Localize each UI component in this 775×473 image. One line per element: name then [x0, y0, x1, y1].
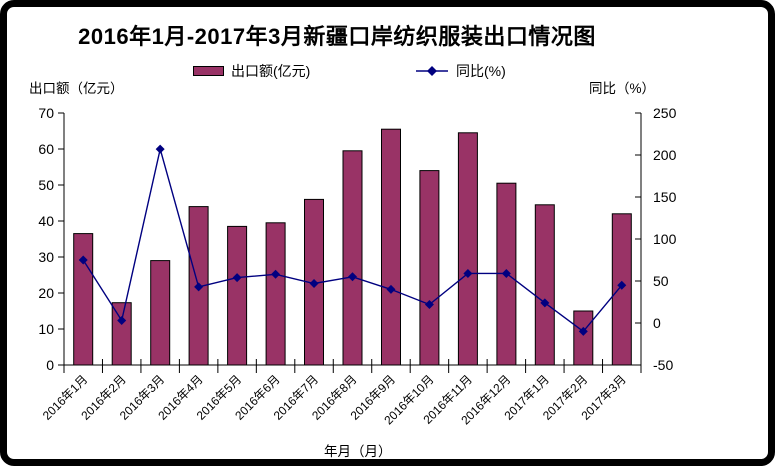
diamond-marker — [155, 144, 165, 154]
right-tick-label: 100 — [653, 231, 677, 247]
diamond-marker — [578, 326, 588, 336]
right-tick-label: -50 — [653, 357, 673, 373]
right-axis-ticks: -50 0 50 100 150 200 250 — [635, 105, 677, 373]
x-axis-title: 年月（月） — [324, 444, 392, 459]
legend-diamond — [427, 66, 437, 76]
bar — [534, 204, 555, 366]
diamond-marker — [117, 315, 127, 325]
right-tick-label: 150 — [653, 189, 677, 205]
bar — [111, 302, 132, 366]
line-group — [78, 144, 627, 336]
diamond-marker — [232, 273, 242, 283]
diamond-marker — [463, 268, 473, 278]
bar — [73, 233, 94, 366]
bar — [265, 222, 286, 366]
diamond-marker — [424, 300, 434, 310]
bar — [573, 310, 594, 366]
bar — [457, 132, 478, 366]
left-tick-label: 0 — [46, 357, 54, 373]
left-axis-ticks: 0 10 20 30 40 50 60 70 — [38, 105, 64, 373]
chart-legend: 出口额(亿元) 同比(%) — [7, 61, 775, 83]
legend-item-export: 出口额(亿元) — [193, 61, 310, 81]
right-tick-label: 50 — [653, 273, 669, 289]
legend-label-yoy: 同比(%) — [456, 63, 506, 79]
left-tick-label: 30 — [38, 249, 54, 265]
diamond-marker — [617, 280, 627, 290]
x-axis-ticks — [63, 359, 642, 373]
diamond-marker — [194, 282, 204, 292]
left-axis-title: 出口额（亿元） — [29, 81, 124, 96]
chart-plot: 0 10 20 30 40 50 60 70 -50 0 50 100 150 200 250 2016年1月… — [38, 105, 677, 427]
diamond-marker — [540, 298, 550, 308]
x-axis-labels: 2016年1月2016年2月2016年3月2016年4月2016年5月2016年… — [40, 372, 629, 427]
right-tick-label: 0 — [653, 315, 661, 331]
bar — [419, 170, 440, 366]
right-tick-label: 200 — [653, 147, 677, 163]
bar — [150, 260, 171, 366]
diamond-marker — [386, 284, 396, 294]
diamond-marker — [78, 255, 88, 265]
legend-label-export: 出口额(亿元) — [231, 63, 311, 79]
diamond-marker — [309, 279, 319, 289]
diamond-marker — [501, 268, 511, 278]
left-tick-label: 40 — [38, 213, 54, 229]
bar-swatch-icon — [193, 66, 224, 76]
right-tick-label: 250 — [653, 105, 677, 121]
bar — [342, 150, 363, 366]
left-tick-label: 20 — [38, 285, 54, 301]
bar — [381, 128, 401, 366]
left-tick-label: 10 — [38, 321, 54, 337]
right-axis-title: 同比（%） — [589, 81, 656, 96]
diamond-marker — [271, 269, 281, 279]
bar — [227, 225, 248, 366]
diamond-marker — [348, 272, 357, 282]
left-tick-label: 60 — [38, 141, 54, 157]
legend-item-yoy: 同比(%) — [415, 61, 506, 81]
line-diamond-swatch-icon — [416, 66, 448, 76]
chart-title: 2016年1月-2017年3月新疆口岸纺织服装出口情况图 — [78, 24, 596, 49]
left-tick-label: 70 — [38, 105, 54, 121]
left-tick-label: 50 — [38, 177, 54, 193]
